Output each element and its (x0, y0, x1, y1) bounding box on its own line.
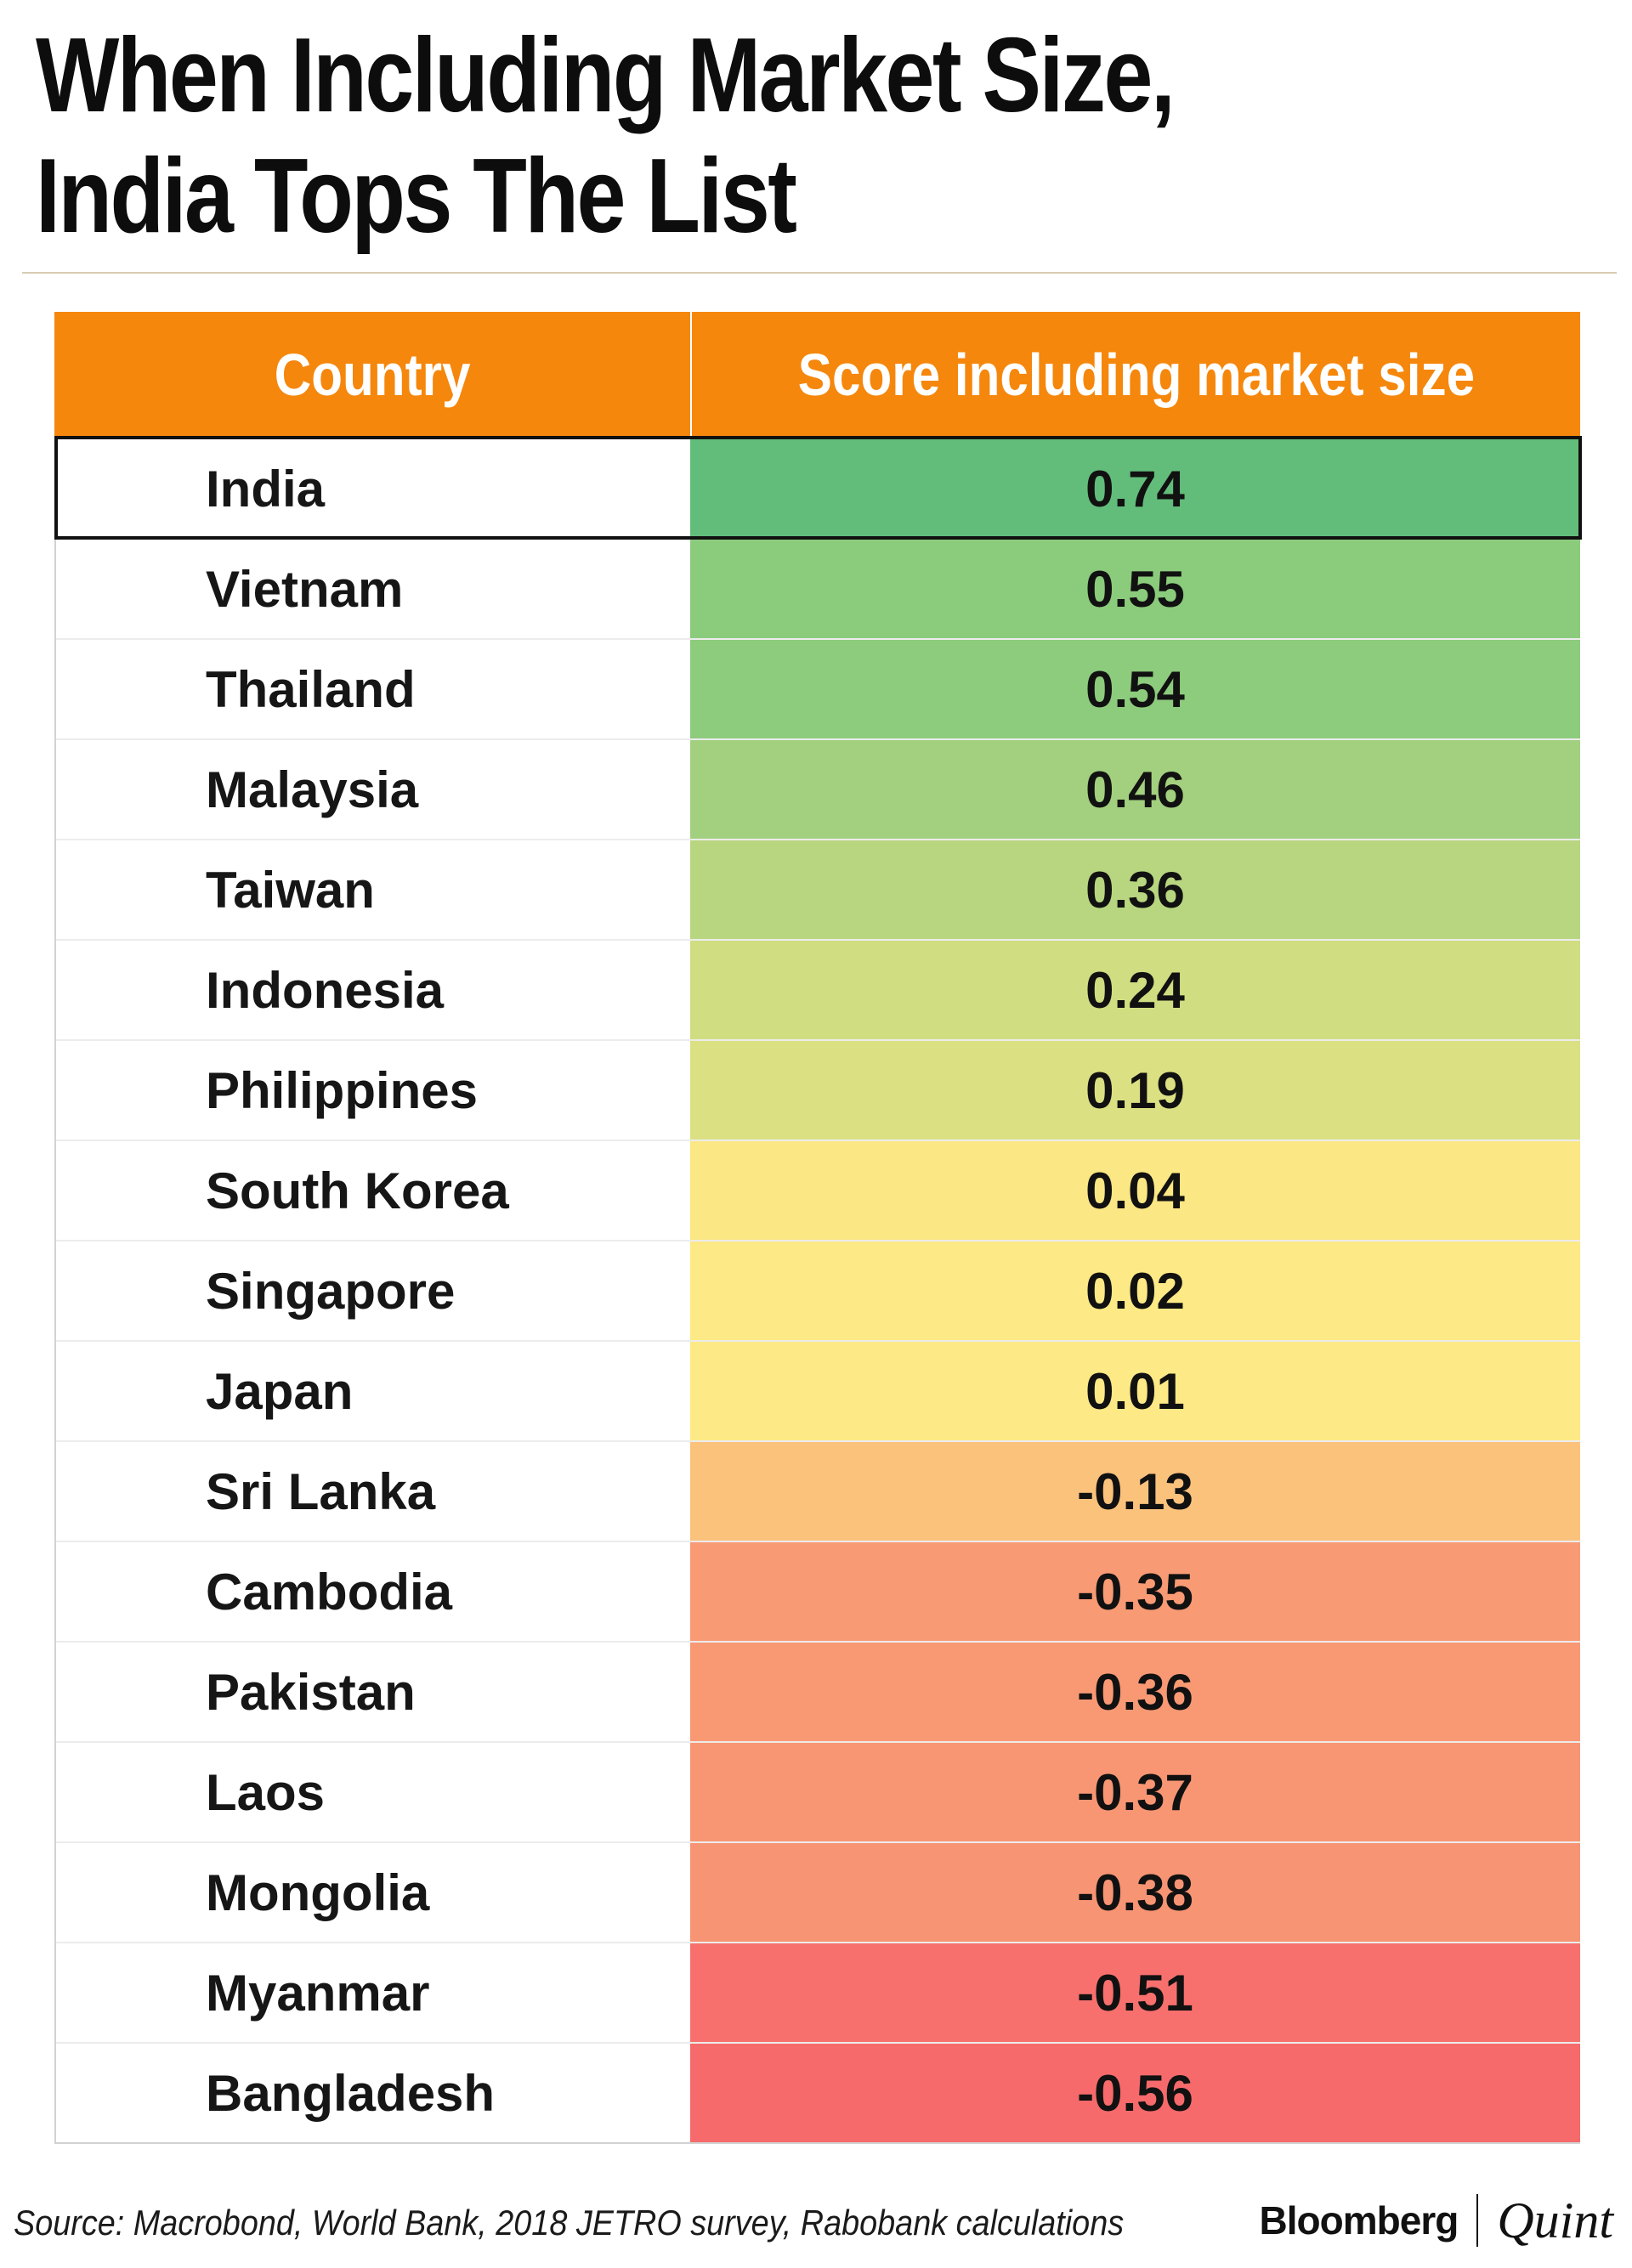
table-row: Bangladesh -0.56 (56, 2042, 1580, 2142)
title-divider (22, 272, 1617, 274)
country-cell: Laos (56, 1743, 690, 1841)
score-cell: -0.36 (690, 1643, 1580, 1741)
table-row: Mongolia -0.38 (56, 1841, 1580, 1942)
score-cell: 0.55 (690, 540, 1580, 638)
table-row: South Korea 0.04 (56, 1140, 1580, 1240)
score-cell: 0.24 (690, 941, 1580, 1039)
column-header-country: Country (54, 312, 690, 438)
column-header-score: Score including market size (692, 312, 1580, 438)
table-row: Taiwan 0.36 (56, 839, 1580, 939)
country-cell: Vietnam (56, 540, 690, 638)
source-note: Source: Macrobond, World Bank, 2018 JETR… (14, 2203, 1125, 2243)
score-cell: 0.54 (690, 640, 1580, 738)
country-cell: India (56, 439, 690, 538)
country-cell: Myanmar (56, 1943, 690, 2042)
score-table: Country Score including market size Indi… (54, 312, 1582, 2144)
country-cell: Mongolia (56, 1843, 690, 1942)
title-line-2: India Tops The List (36, 138, 797, 255)
brand-divider (1476, 2194, 1479, 2247)
score-cell: 0.46 (690, 740, 1580, 839)
table-body: India 0.74 Vietnam 0.55 Thailand 0.54 Malaysia… (54, 436, 1582, 2144)
table-row: Myanmar -0.51 (56, 1942, 1580, 2042)
bloomberg-wordmark: Bloomberg (1259, 2198, 1459, 2243)
brand-logo: Bloomberg Quint (1260, 2191, 1613, 2250)
column-header-country-label: Country (274, 342, 471, 408)
score-cell: 0.36 (690, 840, 1580, 939)
country-cell: Taiwan (56, 840, 690, 939)
score-cell: 0.02 (690, 1241, 1580, 1340)
score-cell: 0.04 (690, 1141, 1580, 1240)
country-cell: Thailand (56, 640, 690, 738)
country-cell: Japan (56, 1342, 690, 1440)
chart-title: When Including Market Size, India Tops T… (36, 15, 1250, 257)
title-line-1: When Including Market Size, (36, 17, 1176, 134)
table-row: Cambodia -0.35 (56, 1541, 1580, 1641)
country-cell: Malaysia (56, 740, 690, 839)
score-cell: -0.38 (690, 1843, 1580, 1942)
table-row: Thailand 0.54 (56, 638, 1580, 738)
table-row: Indonesia 0.24 (56, 939, 1580, 1039)
table-row: Singapore 0.02 (56, 1240, 1580, 1340)
table-row: India 0.74 (54, 436, 1582, 540)
country-cell: South Korea (56, 1141, 690, 1240)
country-cell: Pakistan (56, 1643, 690, 1741)
country-cell: Singapore (56, 1241, 690, 1340)
table-row: Laos -0.37 (56, 1741, 1580, 1841)
country-cell: Indonesia (56, 941, 690, 1039)
column-header-score-label: Score including market size (797, 342, 1475, 408)
score-cell: 0.19 (690, 1041, 1580, 1140)
country-cell: Bangladesh (56, 2044, 690, 2142)
table-row: Philippines 0.19 (56, 1039, 1580, 1140)
score-cell: -0.35 (690, 1542, 1580, 1641)
table-header: Country Score including market size (54, 312, 1580, 438)
quint-wordmark: Quint (1497, 2192, 1613, 2248)
score-cell: -0.56 (690, 2044, 1580, 2142)
table-row: Japan 0.01 (56, 1340, 1580, 1440)
country-cell: Sri Lanka (56, 1442, 690, 1541)
country-cell: Cambodia (56, 1542, 690, 1641)
score-cell: -0.13 (690, 1442, 1580, 1541)
table-row: Malaysia 0.46 (56, 738, 1580, 839)
table-row: Sri Lanka -0.13 (56, 1440, 1580, 1541)
country-cell: Philippines (56, 1041, 690, 1140)
table-row: Pakistan -0.36 (56, 1641, 1580, 1741)
score-cell: -0.51 (690, 1943, 1580, 2042)
score-cell: -0.37 (690, 1743, 1580, 1841)
table-row: Vietnam 0.55 (56, 538, 1580, 638)
score-cell: 0.01 (690, 1342, 1580, 1440)
score-cell: 0.74 (690, 439, 1580, 538)
